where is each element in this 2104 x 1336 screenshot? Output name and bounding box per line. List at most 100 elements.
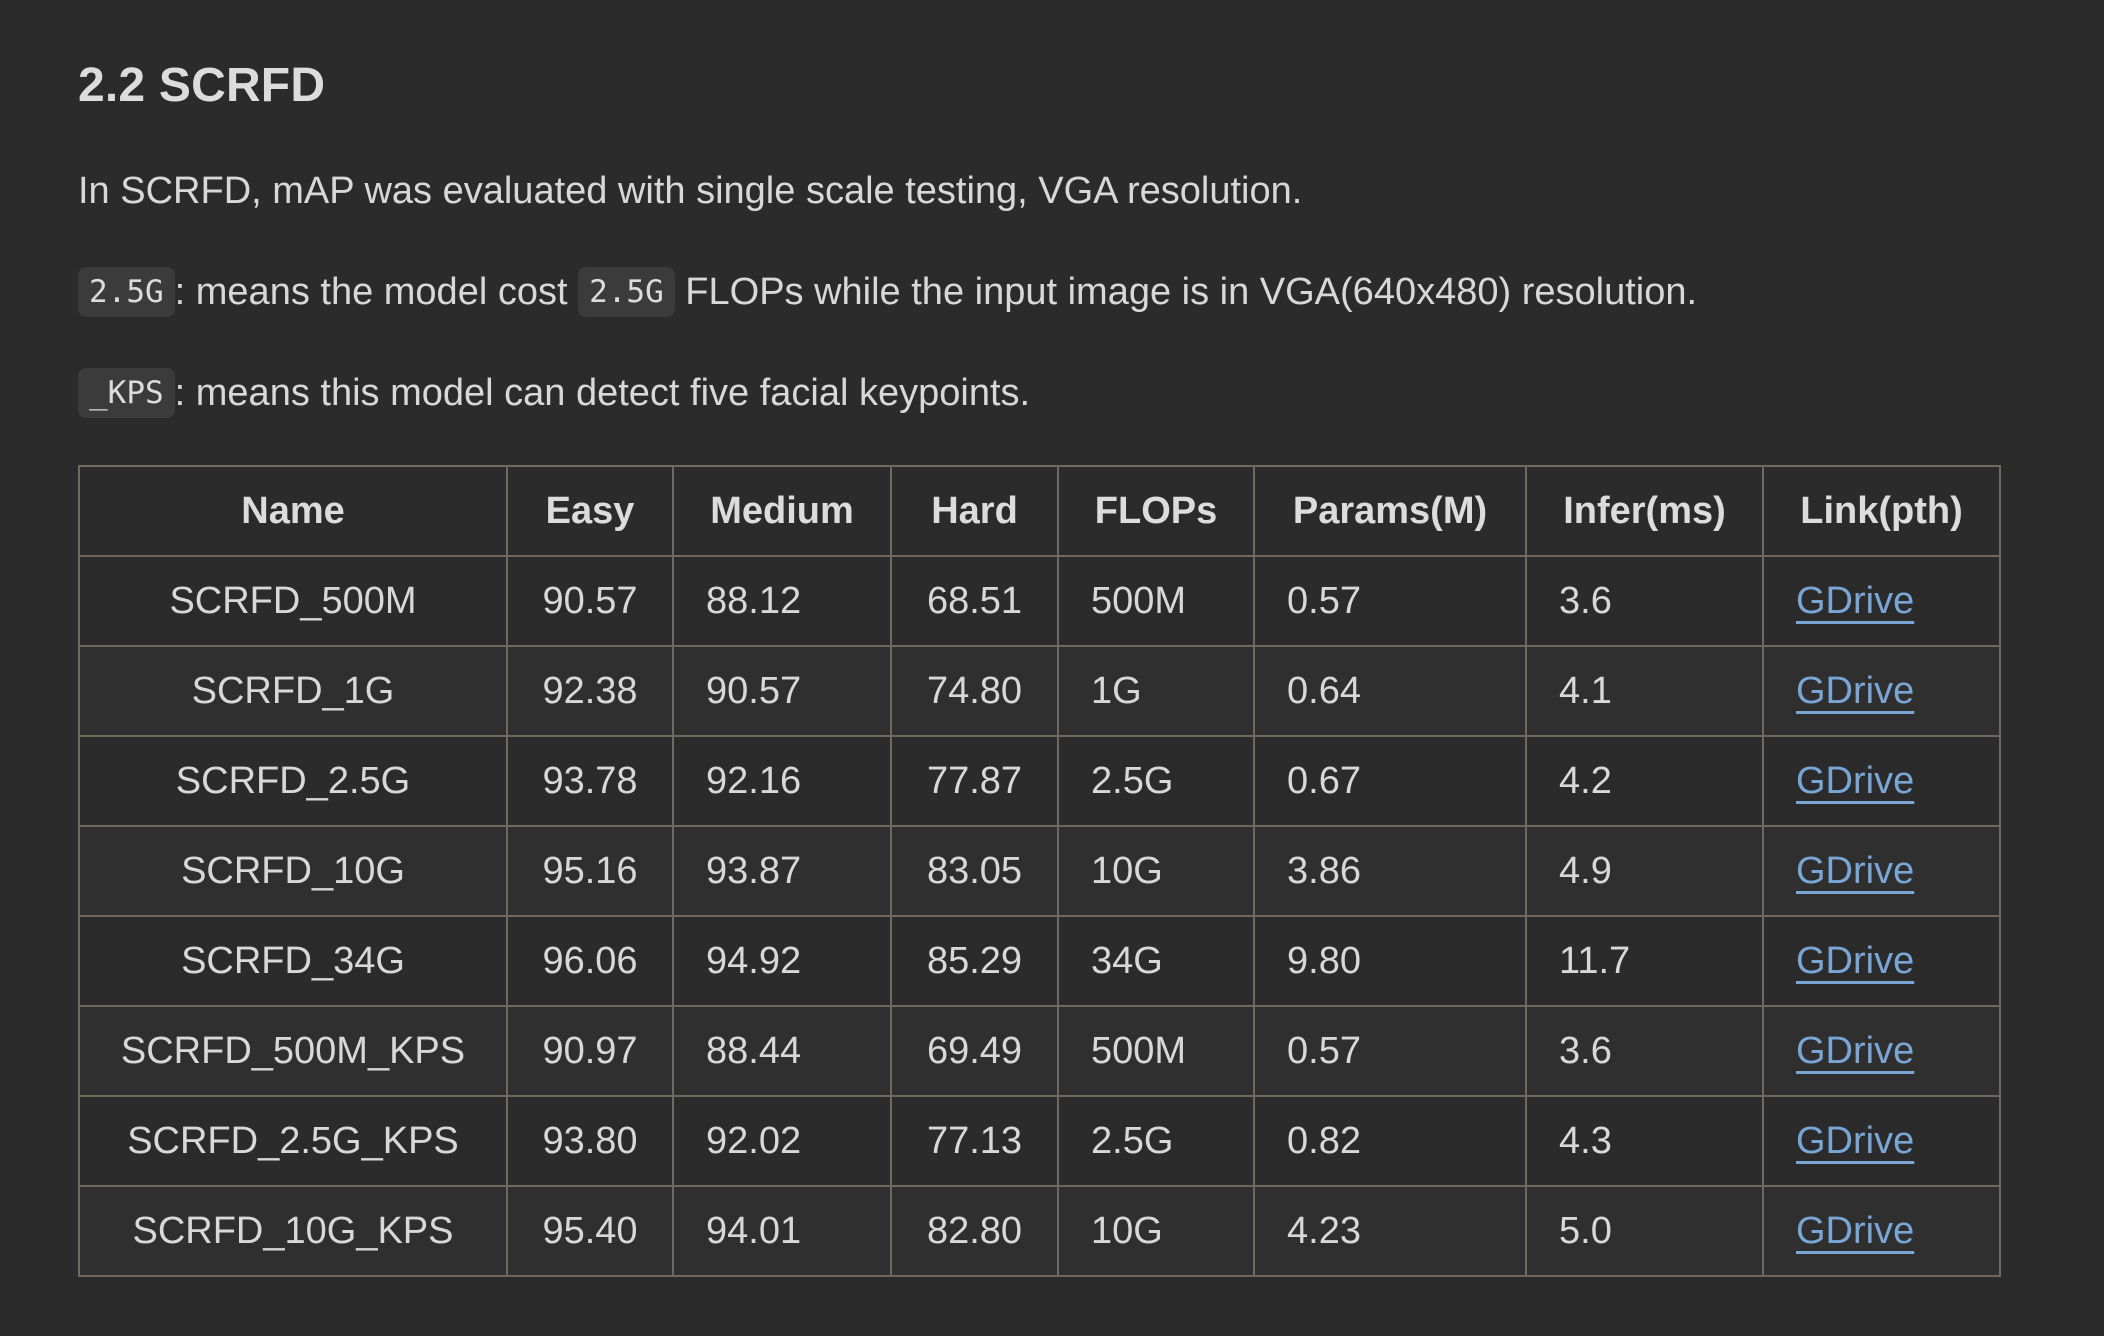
- header-infer: Infer(ms): [1525, 465, 1764, 557]
- cell-infer: 3.6: [1525, 1005, 1764, 1097]
- gdrive-link[interactable]: GDrive: [1796, 579, 1915, 622]
- cell-link: GDrive: [1762, 825, 2001, 917]
- flops-note-paragraph: 2.5G: means the model cost 2.5G FLOPs wh…: [78, 267, 1697, 317]
- cell-name: SCRFD_2.5G: [78, 735, 508, 827]
- cell-hard: 77.87: [890, 735, 1059, 827]
- cell-params: 0.64: [1253, 645, 1527, 737]
- gdrive-link[interactable]: GDrive: [1796, 939, 1915, 982]
- cell-name: SCRFD_10G: [78, 825, 508, 917]
- cell-medium: 94.92: [672, 915, 892, 1007]
- cell-medium: 90.57: [672, 645, 892, 737]
- cell-link: GDrive: [1762, 555, 2001, 647]
- header-name: Name: [78, 465, 508, 557]
- cell-link: GDrive: [1762, 1005, 2001, 1097]
- cell-medium: 93.87: [672, 825, 892, 917]
- cell-flops: 1G: [1057, 645, 1255, 737]
- table-row: SCRFD_500M_KPS 90.97 88.44 69.49 500M 0.…: [78, 1005, 2001, 1097]
- cell-hard: 68.51: [890, 555, 1059, 647]
- cell-hard: 82.80: [890, 1185, 1059, 1277]
- table-row: SCRFD_2.5G_KPS 93.80 92.02 77.13 2.5G 0.…: [78, 1095, 2001, 1187]
- cell-link: GDrive: [1762, 1095, 2001, 1187]
- cell-easy: 96.06: [506, 915, 674, 1007]
- cell-infer: 4.9: [1525, 825, 1764, 917]
- cell-flops: 500M: [1057, 1005, 1255, 1097]
- cell-hard: 85.29: [890, 915, 1059, 1007]
- cell-hard: 83.05: [890, 825, 1059, 917]
- cell-flops: 2.5G: [1057, 735, 1255, 827]
- table-row: SCRFD_500M 90.57 88.12 68.51 500M 0.57 3…: [78, 555, 2001, 647]
- cell-easy: 90.97: [506, 1005, 674, 1097]
- cell-flops: 34G: [1057, 915, 1255, 1007]
- cell-name: SCRFD_2.5G_KPS: [78, 1095, 508, 1187]
- cell-hard: 69.49: [890, 1005, 1059, 1097]
- cell-infer: 4.3: [1525, 1095, 1764, 1187]
- gdrive-link[interactable]: GDrive: [1796, 1119, 1915, 1162]
- cell-params: 0.57: [1253, 1005, 1527, 1097]
- cell-hard: 74.80: [890, 645, 1059, 737]
- header-hard: Hard: [890, 465, 1059, 557]
- cell-medium: 88.44: [672, 1005, 892, 1097]
- cell-flops: 2.5G: [1057, 1095, 1255, 1187]
- cell-link: GDrive: [1762, 735, 2001, 827]
- cell-flops: 10G: [1057, 825, 1255, 917]
- intro-paragraph: In SCRFD, mAP was evaluated with single …: [78, 170, 1303, 212]
- header-medium: Medium: [672, 465, 892, 557]
- cell-link: GDrive: [1762, 915, 2001, 1007]
- cell-infer: 3.6: [1525, 555, 1764, 647]
- cell-easy: 93.78: [506, 735, 674, 827]
- table-row: SCRFD_34G 96.06 94.92 85.29 34G 9.80 11.…: [78, 915, 2001, 1007]
- table-row: SCRFD_10G 95.16 93.87 83.05 10G 3.86 4.9…: [78, 825, 2001, 917]
- cell-name: SCRFD_1G: [78, 645, 508, 737]
- flops-note-text-2: FLOPs while the input image is in VGA(64…: [674, 271, 1698, 313]
- cell-medium: 92.02: [672, 1095, 892, 1187]
- cell-easy: 92.38: [506, 645, 674, 737]
- flops-note-text-1: : means the model cost: [174, 271, 579, 313]
- cell-easy: 95.16: [506, 825, 674, 917]
- header-flops: FLOPs: [1057, 465, 1255, 557]
- cell-name: SCRFD_10G_KPS: [78, 1185, 508, 1277]
- table-row: SCRFD_2.5G 93.78 92.16 77.87 2.5G 0.67 4…: [78, 735, 2001, 827]
- flops-code-inline: 2.5G: [78, 267, 175, 317]
- kps-code-inline: _KPS: [78, 368, 175, 418]
- kps-note-text: : means this model can detect five facia…: [174, 372, 1031, 414]
- cell-name: SCRFD_500M_KPS: [78, 1005, 508, 1097]
- table-row: SCRFD_1G 92.38 90.57 74.80 1G 0.64 4.1 G…: [78, 645, 2001, 737]
- cell-flops: 10G: [1057, 1185, 1255, 1277]
- cell-name: SCRFD_500M: [78, 555, 508, 647]
- gdrive-link[interactable]: GDrive: [1796, 669, 1915, 712]
- cell-infer: 5.0: [1525, 1185, 1764, 1277]
- cell-params: 0.67: [1253, 735, 1527, 827]
- cell-hard: 77.13: [890, 1095, 1059, 1187]
- cell-params: 0.82: [1253, 1095, 1527, 1187]
- flops-code-inline-2: 2.5G: [578, 267, 675, 317]
- table-row: SCRFD_10G_KPS 95.40 94.01 82.80 10G 4.23…: [78, 1185, 2001, 1277]
- gdrive-link[interactable]: GDrive: [1796, 849, 1915, 892]
- cell-link: GDrive: [1762, 645, 2001, 737]
- cell-easy: 90.57: [506, 555, 674, 647]
- table-header-row: Name Easy Medium Hard FLOPs Params(M) In…: [78, 465, 2001, 557]
- cell-name: SCRFD_34G: [78, 915, 508, 1007]
- cell-params: 4.23: [1253, 1185, 1527, 1277]
- gdrive-link[interactable]: GDrive: [1796, 759, 1915, 802]
- cell-infer: 11.7: [1525, 915, 1764, 1007]
- cell-params: 9.80: [1253, 915, 1527, 1007]
- gdrive-link[interactable]: GDrive: [1796, 1029, 1915, 1072]
- cell-flops: 500M: [1057, 555, 1255, 647]
- scrfd-results-table: Name Easy Medium Hard FLOPs Params(M) In…: [78, 465, 2001, 1277]
- header-easy: Easy: [506, 465, 674, 557]
- cell-link: GDrive: [1762, 1185, 2001, 1277]
- cell-medium: 94.01: [672, 1185, 892, 1277]
- gdrive-link[interactable]: GDrive: [1796, 1209, 1915, 1252]
- cell-easy: 95.40: [506, 1185, 674, 1277]
- kps-note-paragraph: _KPS: means this model can detect five f…: [78, 368, 1030, 418]
- cell-easy: 93.80: [506, 1095, 674, 1187]
- cell-infer: 4.1: [1525, 645, 1764, 737]
- section-heading: 2.2 SCRFD: [78, 59, 326, 112]
- header-link: Link(pth): [1762, 465, 2001, 557]
- cell-infer: 4.2: [1525, 735, 1764, 827]
- header-params: Params(M): [1253, 465, 1527, 557]
- cell-medium: 92.16: [672, 735, 892, 827]
- cell-medium: 88.12: [672, 555, 892, 647]
- cell-params: 0.57: [1253, 555, 1527, 647]
- cell-params: 3.86: [1253, 825, 1527, 917]
